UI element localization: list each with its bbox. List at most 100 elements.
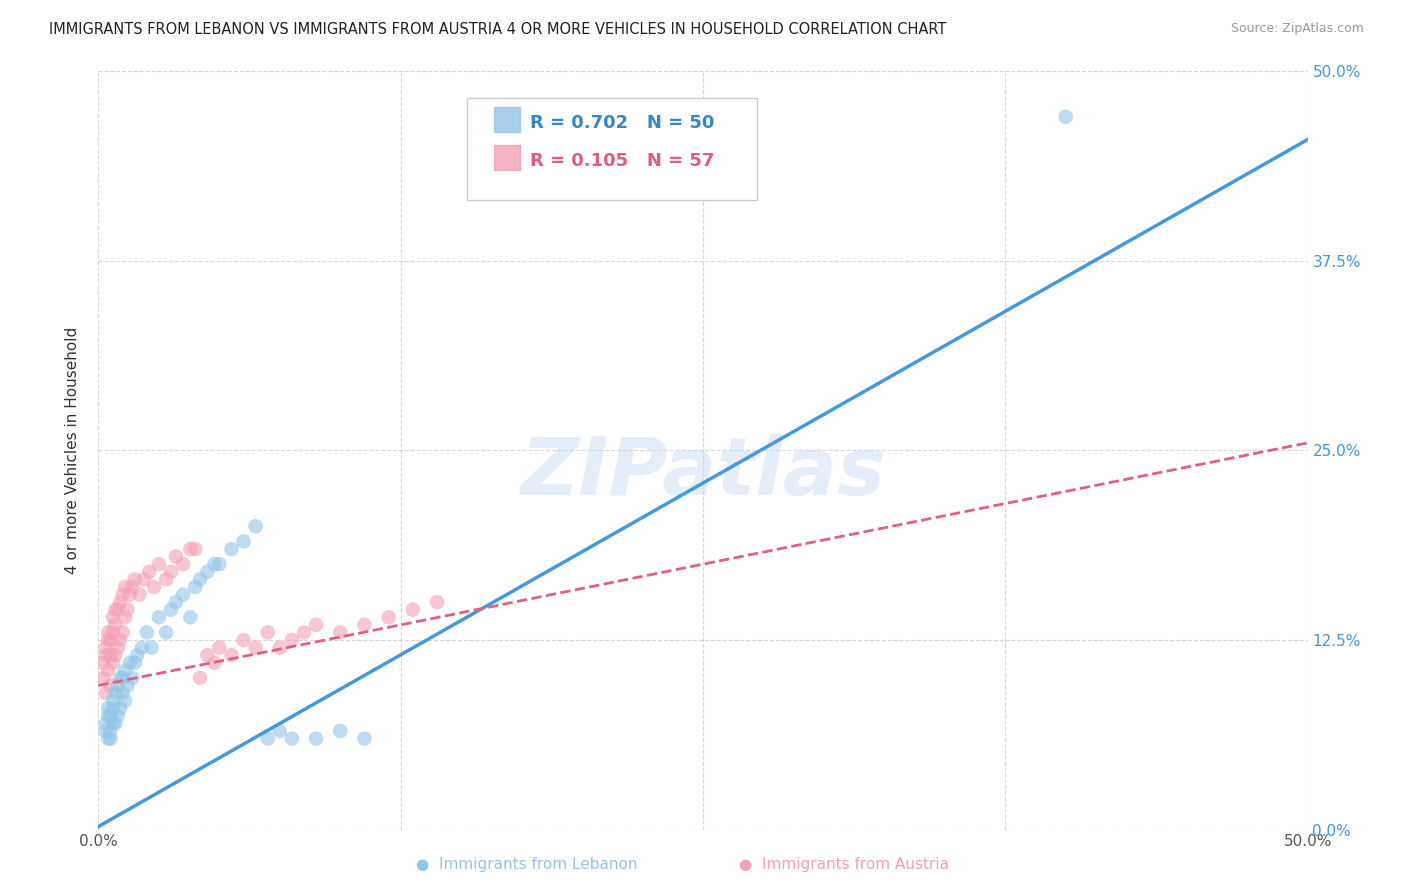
Point	[195, 648, 218, 662]
Point	[135, 625, 157, 640]
Point	[111, 686, 134, 700]
Point	[111, 671, 134, 685]
Point	[101, 610, 124, 624]
Text: R = 0.105   N = 57: R = 0.105 N = 57	[530, 152, 714, 169]
Point	[124, 573, 146, 587]
Point	[101, 656, 124, 670]
Point	[281, 633, 304, 648]
Point	[245, 640, 267, 655]
Point	[208, 640, 231, 655]
Point	[160, 603, 183, 617]
Point	[118, 588, 141, 602]
Text: ZIPatlas: ZIPatlas	[520, 434, 886, 512]
Point	[426, 595, 449, 609]
Point	[94, 648, 117, 662]
Point	[269, 724, 291, 739]
Point	[101, 701, 124, 715]
Bar	[494, 107, 520, 132]
Point	[117, 603, 139, 617]
Point	[121, 671, 143, 685]
FancyBboxPatch shape	[467, 98, 758, 201]
Point	[104, 648, 127, 662]
Point	[114, 580, 136, 594]
Point	[107, 640, 129, 655]
Point	[232, 633, 254, 648]
Point	[134, 573, 156, 587]
Point	[114, 610, 136, 624]
Point	[97, 731, 120, 746]
Point	[91, 671, 114, 685]
Point	[97, 664, 120, 678]
Point	[292, 625, 315, 640]
Point	[97, 708, 120, 723]
Text: ●  Immigrants from Austria: ● Immigrants from Austria	[738, 857, 949, 872]
Point	[94, 716, 117, 731]
Point	[101, 716, 124, 731]
Point	[127, 648, 149, 662]
Point	[121, 580, 143, 594]
Point	[1054, 110, 1077, 124]
Point	[97, 701, 120, 715]
Point	[108, 595, 131, 609]
Point	[107, 708, 129, 723]
Point	[305, 731, 328, 746]
Point	[148, 557, 170, 572]
Point	[108, 671, 131, 685]
Point	[143, 580, 166, 594]
Point	[402, 603, 425, 617]
Point	[160, 565, 183, 579]
Point	[256, 625, 278, 640]
Point	[104, 617, 127, 632]
Text: ●  Immigrants from Lebanon: ● Immigrants from Lebanon	[416, 857, 638, 872]
Point	[111, 625, 134, 640]
Point	[114, 664, 136, 678]
Point	[97, 625, 120, 640]
Point	[104, 686, 127, 700]
Point	[100, 724, 122, 739]
Point	[101, 694, 124, 708]
Point	[353, 617, 375, 632]
Point	[305, 617, 328, 632]
Point	[232, 534, 254, 549]
Point	[204, 557, 226, 572]
Point	[377, 610, 399, 624]
Point	[111, 588, 134, 602]
Point	[94, 686, 117, 700]
Point	[128, 588, 150, 602]
Point	[184, 542, 207, 557]
Point	[100, 678, 122, 692]
Point	[221, 542, 243, 557]
Point	[100, 648, 122, 662]
Point	[195, 565, 218, 579]
Point	[353, 731, 375, 746]
Point	[165, 549, 187, 564]
Point	[94, 724, 117, 739]
Point	[124, 656, 146, 670]
Point	[155, 625, 177, 640]
Point	[172, 557, 194, 572]
Point	[118, 656, 141, 670]
Point	[256, 731, 278, 746]
Point	[281, 731, 304, 746]
Point	[245, 519, 267, 533]
Point	[101, 625, 124, 640]
Point	[91, 656, 114, 670]
Point	[172, 588, 194, 602]
Point	[100, 731, 122, 746]
Point	[208, 557, 231, 572]
Point	[108, 633, 131, 648]
Point	[148, 610, 170, 624]
Point	[141, 640, 163, 655]
Point	[179, 542, 201, 557]
Point	[269, 640, 291, 655]
Point	[221, 648, 243, 662]
Point	[104, 603, 127, 617]
Point	[329, 625, 352, 640]
Point	[155, 573, 177, 587]
Point	[117, 678, 139, 692]
Point	[100, 633, 122, 648]
Point	[104, 716, 127, 731]
Point	[114, 694, 136, 708]
Point	[100, 708, 122, 723]
Point	[94, 640, 117, 655]
